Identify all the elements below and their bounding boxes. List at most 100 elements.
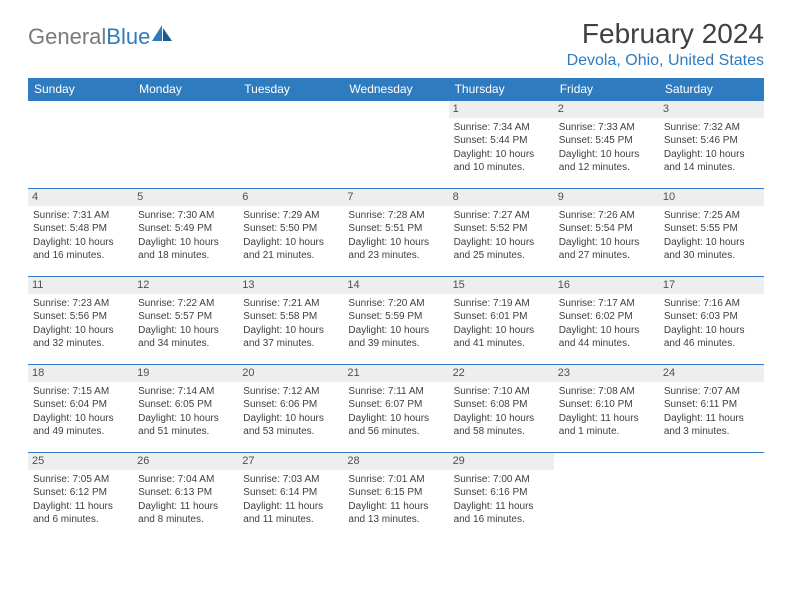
daylight-label: Daylight:: [348, 413, 390, 424]
daylight-label: Daylight:: [454, 413, 496, 424]
sunset-label: Sunset:: [664, 135, 701, 146]
sunrise-label: Sunrise:: [138, 386, 177, 397]
day-header: Monday: [133, 78, 238, 101]
daylight: Daylight: 11 hours and 16 minutes.: [454, 500, 549, 527]
sunset-label: Sunset:: [138, 311, 175, 322]
sunrise-label: Sunrise:: [348, 474, 387, 485]
sunrise-value: 7:29 AM: [283, 210, 320, 221]
sunset-label: Sunset:: [33, 223, 70, 234]
daylight-label: Daylight:: [138, 413, 180, 424]
week-row: 11Sunrise: 7:23 AMSunset: 5:56 PMDayligh…: [28, 277, 764, 365]
calendar-body: 1Sunrise: 7:34 AMSunset: 5:44 PMDaylight…: [28, 101, 764, 541]
sunrise-label: Sunrise:: [243, 210, 282, 221]
sunset-label: Sunset:: [454, 311, 491, 322]
sunset-label: Sunset:: [243, 487, 280, 498]
daylight-label: Daylight:: [664, 325, 706, 336]
day-number: 27: [238, 453, 343, 470]
sunset-value: 6:13 PM: [175, 487, 212, 498]
sunrise-label: Sunrise:: [243, 386, 282, 397]
sunrise: Sunrise: 7:12 AM: [243, 385, 338, 399]
sunset-value: 5:54 PM: [595, 223, 632, 234]
day-number: 9: [554, 189, 659, 206]
sunset: Sunset: 6:06 PM: [243, 398, 338, 412]
sunrise: Sunrise: 7:03 AM: [243, 473, 338, 487]
sunrise-label: Sunrise:: [559, 386, 598, 397]
sunset-label: Sunset:: [559, 135, 596, 146]
sunrise: Sunrise: 7:14 AM: [138, 385, 233, 399]
sunset-label: Sunset:: [348, 223, 385, 234]
day-number: 26: [133, 453, 238, 470]
sunset: Sunset: 6:11 PM: [664, 398, 759, 412]
sunrise-value: 7:00 AM: [493, 474, 530, 485]
sunrise: Sunrise: 7:25 AM: [664, 209, 759, 223]
sunset-label: Sunset:: [348, 487, 385, 498]
sunset: Sunset: 5:56 PM: [33, 310, 128, 324]
sunset: Sunset: 5:51 PM: [348, 222, 443, 236]
daylight-label: Daylight:: [664, 149, 706, 160]
sunset: Sunset: 5:46 PM: [664, 134, 759, 148]
sunrise-value: 7:14 AM: [178, 386, 215, 397]
day-header: Friday: [554, 78, 659, 101]
sunrise-value: 7:04 AM: [178, 474, 215, 485]
daylight: Daylight: 10 hours and 37 minutes.: [243, 324, 338, 351]
day-number: 28: [343, 453, 448, 470]
sunset-value: 5:51 PM: [385, 223, 422, 234]
sunrise: Sunrise: 7:17 AM: [559, 297, 654, 311]
sunset-value: 5:56 PM: [70, 311, 107, 322]
sunrise: Sunrise: 7:01 AM: [348, 473, 443, 487]
sunrise-label: Sunrise:: [664, 386, 703, 397]
day-number: 3: [659, 101, 764, 118]
day-header: Sunday: [28, 78, 133, 101]
day-cell: 10Sunrise: 7:25 AMSunset: 5:55 PMDayligh…: [659, 189, 764, 277]
day-cell: 4Sunrise: 7:31 AMSunset: 5:48 PMDaylight…: [28, 189, 133, 277]
sunrise-value: 7:21 AM: [283, 298, 320, 309]
day-cell: 20Sunrise: 7:12 AMSunset: 6:06 PMDayligh…: [238, 365, 343, 453]
sunrise-label: Sunrise:: [33, 386, 72, 397]
daylight: Daylight: 11 hours and 3 minutes.: [664, 412, 759, 439]
daylight-label: Daylight:: [33, 325, 75, 336]
sunset-label: Sunset:: [243, 223, 280, 234]
sunrise-label: Sunrise:: [348, 298, 387, 309]
daylight: Daylight: 10 hours and 10 minutes.: [454, 148, 549, 175]
sunset-value: 6:01 PM: [490, 311, 527, 322]
empty-cell: [238, 101, 343, 189]
sunrise-value: 7:16 AM: [703, 298, 740, 309]
sunset-label: Sunset:: [33, 399, 70, 410]
daylight: Daylight: 10 hours and 46 minutes.: [664, 324, 759, 351]
logo-part2: Blue: [106, 24, 150, 49]
sunset-value: 5:58 PM: [280, 311, 317, 322]
sunset-label: Sunset:: [138, 487, 175, 498]
sunset-label: Sunset:: [243, 399, 280, 410]
day-header: Wednesday: [343, 78, 448, 101]
sunset-label: Sunset:: [138, 399, 175, 410]
sunset-value: 6:16 PM: [490, 487, 527, 498]
sunrise-value: 7:22 AM: [178, 298, 215, 309]
day-cell: 21Sunrise: 7:11 AMSunset: 6:07 PMDayligh…: [343, 365, 448, 453]
daylight-label: Daylight:: [454, 237, 496, 248]
sunset: Sunset: 5:59 PM: [348, 310, 443, 324]
day-cell: 6Sunrise: 7:29 AMSunset: 5:50 PMDaylight…: [238, 189, 343, 277]
daylight: Daylight: 10 hours and 18 minutes.: [138, 236, 233, 263]
sunset: Sunset: 5:50 PM: [243, 222, 338, 236]
sunrise: Sunrise: 7:10 AM: [454, 385, 549, 399]
sunrise-label: Sunrise:: [664, 210, 703, 221]
title-block: February 2024 Devola, Ohio, United State…: [567, 18, 764, 70]
sunrise-value: 7:05 AM: [72, 474, 109, 485]
sunset-label: Sunset:: [348, 311, 385, 322]
sunset-value: 6:02 PM: [595, 311, 632, 322]
daylight-label: Daylight:: [559, 237, 601, 248]
day-cell: 1Sunrise: 7:34 AMSunset: 5:44 PMDaylight…: [449, 101, 554, 189]
sunrise-label: Sunrise:: [664, 122, 703, 133]
daylight: Daylight: 10 hours and 12 minutes.: [559, 148, 654, 175]
sunset: Sunset: 5:54 PM: [559, 222, 654, 236]
sunset: Sunset: 5:57 PM: [138, 310, 233, 324]
day-number: 7: [343, 189, 448, 206]
daylight: Daylight: 10 hours and 56 minutes.: [348, 412, 443, 439]
day-cell: 26Sunrise: 7:04 AMSunset: 6:13 PMDayligh…: [133, 453, 238, 541]
sunrise: Sunrise: 7:19 AM: [454, 297, 549, 311]
sunrise-label: Sunrise:: [559, 210, 598, 221]
sunset-label: Sunset:: [243, 311, 280, 322]
daylight: Daylight: 10 hours and 16 minutes.: [33, 236, 128, 263]
day-number: 8: [449, 189, 554, 206]
day-cell: 22Sunrise: 7:10 AMSunset: 6:08 PMDayligh…: [449, 365, 554, 453]
